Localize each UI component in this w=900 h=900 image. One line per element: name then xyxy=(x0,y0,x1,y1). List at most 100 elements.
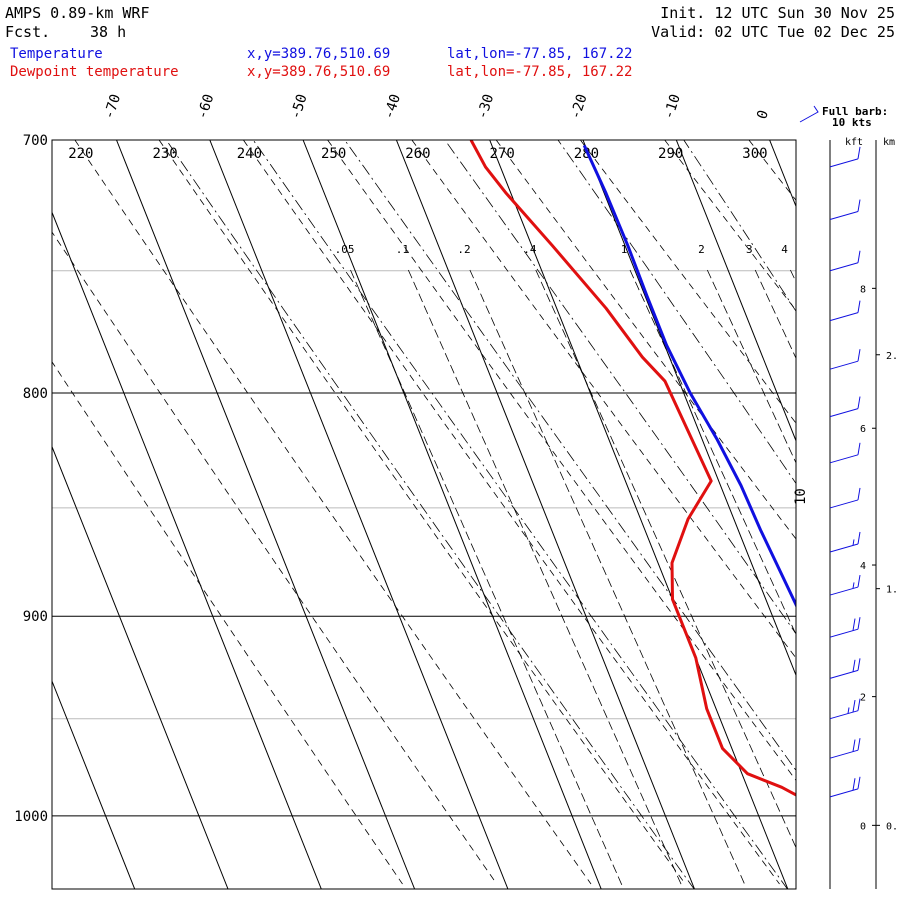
dry-adiabat-line xyxy=(411,140,796,659)
isotherm-label: -20 xyxy=(568,92,591,121)
wind-barb-flag xyxy=(852,739,856,752)
isotherm-line xyxy=(52,679,136,889)
isotherm-label: -10 xyxy=(661,92,684,121)
isotherm-line xyxy=(582,140,796,677)
isotherm-line xyxy=(769,140,796,208)
mixing-ratio-label: 2 xyxy=(698,243,705,256)
wind-barb xyxy=(829,487,861,509)
forecast-hour: 38 h xyxy=(90,23,126,41)
wind-barb-flag xyxy=(857,396,861,409)
wind-barb-flag xyxy=(852,778,856,791)
kft-tick-label: 4 xyxy=(860,561,866,572)
moist-adiabat-line xyxy=(252,140,788,889)
mixing-ratio-line xyxy=(469,269,746,887)
full-barb-value: 10 kts xyxy=(832,116,872,129)
wind-barb-half-flag xyxy=(847,707,850,714)
theta-label: 290 xyxy=(658,146,683,162)
wind-barb-shaft xyxy=(829,408,859,418)
theta-label: 250 xyxy=(321,146,346,162)
series-layer xyxy=(469,140,796,797)
theta-label: 260 xyxy=(405,146,430,162)
mixing-ratio-line xyxy=(535,269,796,849)
wind-barb-shaft xyxy=(829,628,859,638)
mixing-ratio-line xyxy=(706,269,796,464)
dry-adiabat-line xyxy=(158,140,686,885)
valid-time: Valid: 02 UTC Tue 02 Dec 25 xyxy=(651,23,895,41)
isotherm-line xyxy=(302,140,602,889)
wind-barb xyxy=(829,396,861,418)
wind-barb-flag xyxy=(857,617,861,630)
wind-barb-shaft xyxy=(829,211,859,221)
kft-tick-label: 0 xyxy=(860,821,866,832)
temperature-label: Temperature xyxy=(10,46,103,62)
moist-adiabat-line xyxy=(683,140,796,312)
wind-barb-half-flag xyxy=(852,539,855,546)
theta-label: 280 xyxy=(574,146,599,162)
kft-tick-label: 6 xyxy=(860,424,866,435)
wind-barb xyxy=(829,199,861,221)
isotherm-line xyxy=(116,140,416,889)
wind-barb-flag xyxy=(857,250,861,263)
wind-barb-shaft xyxy=(829,710,859,720)
dry-adiabat-line xyxy=(833,140,900,884)
isotherm-label: 10 xyxy=(793,488,809,505)
wind-barb xyxy=(829,698,861,720)
km-tick-label: 2. xyxy=(886,351,898,362)
plot-frame xyxy=(51,139,797,890)
mixing-ratio-line xyxy=(350,269,623,887)
wind-barb-shaft xyxy=(829,499,859,509)
isotherm-label: -50 xyxy=(288,92,311,121)
isotherm-label: -30 xyxy=(474,92,497,121)
wind-barb-flag xyxy=(857,199,861,212)
isotherm-label: 0 xyxy=(754,108,772,121)
dry-adiabat-line xyxy=(664,140,796,311)
model-title: AMPS 0.89-km WRF xyxy=(5,4,150,22)
wind-barb-shaft xyxy=(829,262,859,272)
dry-adiabat-line xyxy=(52,361,403,885)
wind-barb-flag xyxy=(852,700,856,713)
wind-barb-shaft xyxy=(829,788,859,798)
wind-barb-flag xyxy=(857,300,861,313)
wind-barb-shaft xyxy=(829,749,859,759)
mixing-ratio-label: 3 xyxy=(746,243,753,256)
mixing-ratio-line xyxy=(407,269,683,887)
mixing-ratio-label: 4 xyxy=(781,243,788,256)
kft-tick-label: 2 xyxy=(860,693,866,704)
wind-barb-flag xyxy=(852,659,856,672)
wind-barb xyxy=(829,574,861,596)
wind-barb-half-flag xyxy=(852,582,855,589)
dry-adiabat-line xyxy=(52,231,498,885)
wind-barb-shaft xyxy=(829,312,859,322)
moist-adiabat-line xyxy=(165,140,695,889)
mixing-ratio-label: .2 xyxy=(457,243,470,256)
wind-barb-flag xyxy=(857,442,861,455)
temperature-profile-line xyxy=(582,144,796,609)
isotherm-line xyxy=(52,211,322,889)
wind-barb-flag xyxy=(857,738,861,751)
wind-barb-shaft xyxy=(829,360,859,370)
full-barb-legend-icon xyxy=(799,105,819,123)
wind-barb xyxy=(829,531,861,553)
km-axis-label: km xyxy=(883,137,895,148)
wind-barb-flag xyxy=(857,574,861,588)
grid-layer xyxy=(0,140,900,889)
wind-barb xyxy=(829,658,861,679)
theta-label: 230 xyxy=(152,146,177,162)
theta-label: 220 xyxy=(68,146,93,162)
kft-tick-label: 8 xyxy=(860,284,866,295)
mixing-ratio-label: .1 xyxy=(396,243,409,256)
mixing-ratio-line xyxy=(790,269,796,283)
wind-barb-flag xyxy=(852,618,856,631)
temperature-xy: x,y=389.76,510.69 xyxy=(247,46,390,62)
moist-adiabat-line xyxy=(344,140,796,772)
dry-adiabat-line xyxy=(243,140,780,885)
wind-barb-flag xyxy=(857,698,861,711)
wind-barb xyxy=(829,738,861,759)
wind-barb xyxy=(829,349,861,370)
isotherm-line xyxy=(0,140,41,889)
pressure-tick-label: 700 xyxy=(23,133,48,149)
wind-barb-flag xyxy=(857,776,861,789)
wind-barb-shaft xyxy=(829,158,859,168)
pressure-tick-label: 900 xyxy=(23,609,48,625)
